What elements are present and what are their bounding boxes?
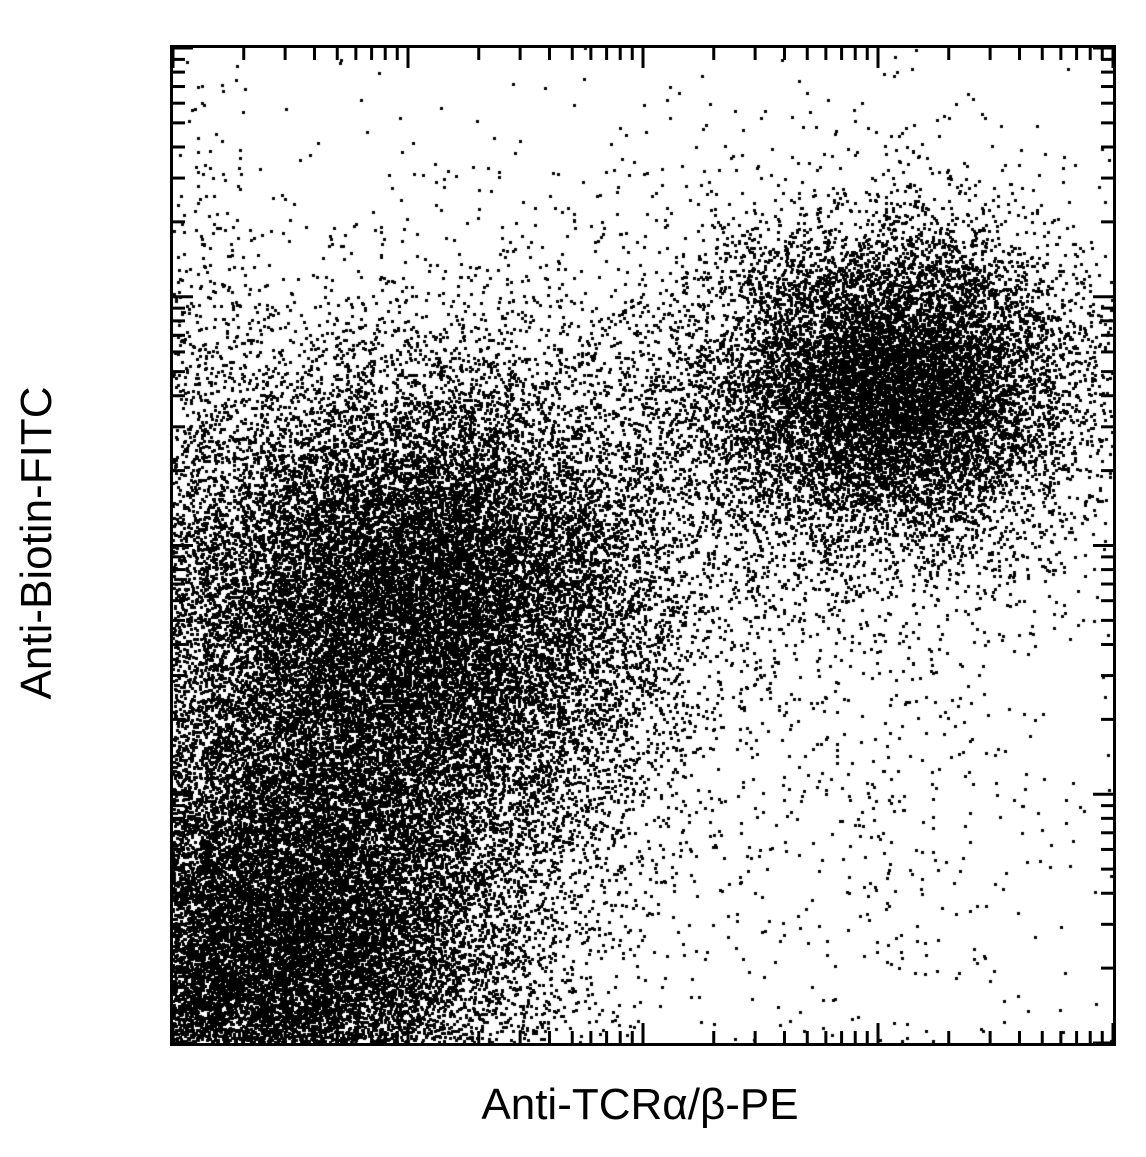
scatter-canvas bbox=[173, 48, 1113, 1043]
y-axis-label-line1: CD4-/CD8-/CD56-Biotin/ bbox=[0, 303, 10, 782]
chart-container: CD4-/CD8-/CD56-Biotin/ Anti-Biotin-FITC … bbox=[0, 0, 1146, 1157]
x-axis-label: Anti-TCRα/β-PE bbox=[481, 1080, 798, 1130]
y-axis-label-line2: Anti-Biotin-FITC bbox=[12, 386, 62, 699]
